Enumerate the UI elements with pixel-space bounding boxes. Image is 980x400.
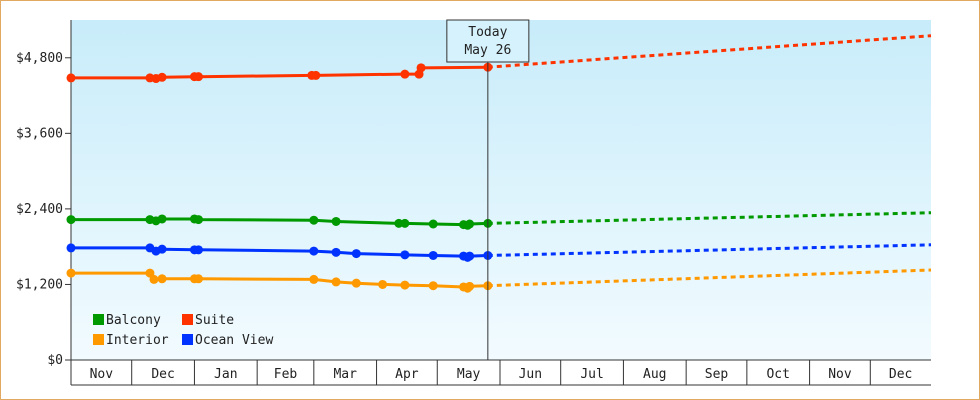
legend: Balcony Suite Interior Ocean View bbox=[93, 313, 273, 348]
data-point bbox=[331, 277, 341, 287]
month-label: Aug bbox=[643, 367, 666, 382]
month-label: Nov bbox=[828, 367, 852, 382]
month-label: Nov bbox=[90, 367, 114, 382]
data-point bbox=[428, 281, 438, 291]
data-point bbox=[351, 278, 361, 288]
data-point bbox=[465, 281, 475, 291]
data-point bbox=[157, 244, 167, 254]
data-point bbox=[309, 215, 319, 225]
legend-label: Ocean View bbox=[195, 333, 273, 348]
month-label: Oct bbox=[766, 367, 789, 382]
month-label: Mar bbox=[333, 367, 357, 382]
data-point bbox=[309, 274, 319, 284]
data-point bbox=[149, 274, 159, 284]
data-point bbox=[66, 268, 76, 278]
data-point bbox=[428, 219, 438, 229]
y-tick-label: $4,800 bbox=[16, 51, 63, 66]
data-point bbox=[378, 279, 388, 289]
data-point bbox=[351, 249, 361, 259]
month-label: May bbox=[457, 367, 481, 382]
data-point bbox=[400, 218, 410, 228]
data-point bbox=[400, 69, 410, 79]
legend-label: Balcony bbox=[106, 313, 161, 328]
data-point bbox=[193, 274, 203, 284]
legend-swatch bbox=[182, 314, 193, 325]
data-point bbox=[157, 274, 167, 284]
plot-background bbox=[71, 20, 931, 360]
month-label: Feb bbox=[274, 367, 298, 382]
today-box bbox=[446, 19, 530, 63]
data-point bbox=[193, 245, 203, 255]
data-point bbox=[66, 243, 76, 253]
forecast-line-suite bbox=[487, 34, 932, 69]
forecast-line-ocean-view bbox=[487, 243, 932, 257]
legend-swatch bbox=[182, 334, 193, 345]
month-label: Jul bbox=[580, 367, 603, 382]
data-point bbox=[66, 215, 76, 225]
y-tick-label: $1,200 bbox=[16, 277, 63, 292]
month-label: Apr bbox=[395, 367, 419, 382]
series-lines bbox=[66, 34, 932, 293]
forecast-line-balcony bbox=[487, 211, 932, 225]
y-tick-label: $0 bbox=[47, 353, 63, 368]
data-point bbox=[157, 72, 167, 82]
data-point bbox=[157, 214, 167, 224]
month-label: Sep bbox=[705, 367, 729, 382]
data-point bbox=[193, 215, 203, 225]
data-point bbox=[416, 63, 426, 73]
today-date-label: May 26 bbox=[464, 43, 511, 58]
data-point bbox=[400, 250, 410, 260]
month-label: Jun bbox=[519, 367, 542, 382]
data-point bbox=[66, 73, 76, 83]
month-label: Dec bbox=[889, 367, 912, 382]
legend-swatch bbox=[93, 314, 104, 325]
y-tick-label: $2,400 bbox=[16, 202, 63, 217]
data-point bbox=[309, 246, 319, 256]
today-label: Today bbox=[468, 25, 507, 40]
forecast-line-interior bbox=[487, 268, 932, 288]
data-point bbox=[193, 72, 203, 82]
month-label: Dec bbox=[151, 367, 174, 382]
legend-label: Interior bbox=[106, 333, 169, 348]
data-point bbox=[465, 251, 475, 261]
axes: $0 $1,200 $2,400 $3,600 $4,800 Nov Dec Jan Feb Ma… bbox=[16, 20, 931, 386]
data-point bbox=[311, 70, 321, 80]
data-point bbox=[400, 280, 410, 290]
legend-label: Suite bbox=[195, 313, 234, 328]
data-point bbox=[428, 250, 438, 260]
data-point bbox=[331, 216, 341, 226]
data-point bbox=[465, 219, 475, 229]
today-marker: Today May 26 bbox=[446, 19, 530, 360]
month-label: Jan bbox=[214, 367, 237, 382]
y-tick-label: $3,600 bbox=[16, 126, 63, 141]
data-point bbox=[331, 247, 341, 257]
legend-swatch bbox=[93, 334, 104, 345]
